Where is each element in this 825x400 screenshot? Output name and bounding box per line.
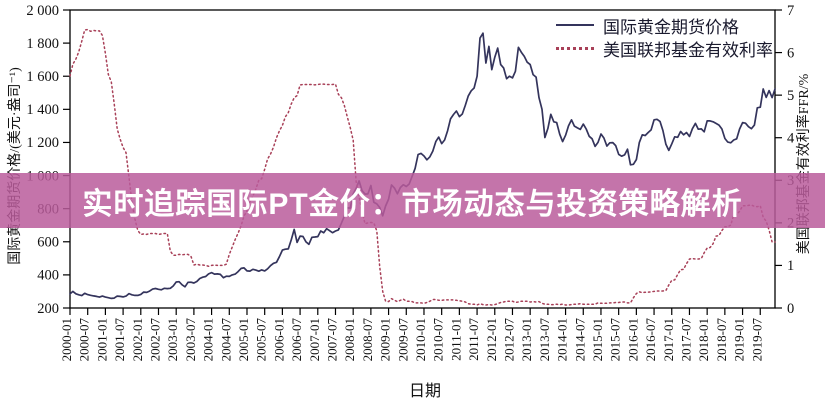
x-axis-tick-label: 2005-01	[236, 318, 251, 361]
y-right-tick-label: 4	[787, 131, 795, 147]
y-left-tick-label: 600	[37, 235, 59, 251]
x-axis-tick-label: 2014-01	[555, 318, 570, 361]
x-axis-tick-label: 2016-01	[625, 318, 640, 361]
x-axis-tick-label: 2006-01	[271, 318, 286, 361]
x-axis-tick-label: 2000-07	[77, 318, 92, 362]
x-axis-tick-label: 2007-07	[324, 318, 339, 362]
y-left-tick-label: 2 000	[26, 3, 59, 19]
x-axis-tick-label: 2017-01	[661, 318, 676, 361]
y-left-tick-label: 400	[37, 268, 59, 284]
legend-item-ffr: 美国联邦基金有效利率	[556, 37, 773, 60]
x-axis-tick-label: 2013-01	[519, 318, 534, 361]
y-right-tick-label: 1	[787, 258, 794, 274]
ffr-line-sample	[556, 46, 594, 50]
y-axis-left-title: 国际黄金期货价格/(美元·盎司⁻¹)	[8, 67, 23, 265]
x-axis-tick-label: 2009-07	[395, 318, 410, 362]
ffr-line	[69, 28, 776, 306]
x-axis-tick-label: 2011-01	[448, 318, 463, 361]
legend: 国际黄金期货价格 美国联邦基金有效利率	[556, 14, 773, 60]
x-axis-tick-label: 2001-01	[94, 318, 109, 361]
x-axis-tick-label: 2002-01	[130, 318, 145, 361]
x-axis-tick-label: 2016-07	[643, 318, 658, 362]
y-right-tick-label: 6	[787, 45, 794, 61]
x-axis-tick-label: 2004-07	[218, 318, 233, 362]
gold-price-line-sample	[556, 24, 594, 26]
x-axis-tick-label: 2010-01	[413, 318, 428, 361]
x-axis-tick-label: 2019-07	[749, 318, 764, 362]
legend-item-gold-price: 国际黄金期货价格	[556, 14, 773, 37]
x-axis-tick-label: 2012-01	[484, 318, 499, 361]
x-axis-tick-label: 2011-07	[466, 318, 481, 361]
x-axis-tick-label: 2004-01	[201, 318, 216, 361]
x-axis-tick-label: 2010-07	[431, 318, 446, 362]
y-left-tick-label: 200	[37, 301, 59, 317]
x-axis-tick-label: 2015-07	[608, 318, 623, 362]
x-axis-tick-label: 2005-07	[254, 318, 269, 362]
x-axis-tick-label: 2018-07	[714, 318, 729, 362]
y-right-tick-label: 7	[787, 3, 794, 19]
y-left-tick-label: 1 400	[26, 102, 59, 118]
x-axis-tick-label: 2012-07	[501, 318, 516, 362]
y-left-tick-label: 1 200	[26, 135, 59, 151]
gold-price-line	[69, 32, 776, 300]
x-axis-tick-label: 2006-07	[289, 318, 304, 362]
promo-banner: 实时追踪国际PT金价：市场动态与投资策略解析	[0, 173, 825, 228]
x-axis-tick-label: 2000-01	[59, 318, 74, 361]
y-left-tick-label: 1 800	[26, 36, 59, 52]
x-axis-tick-label: 2007-01	[307, 318, 322, 361]
x-axis-tick-label: 2013-07	[537, 318, 552, 362]
y-right-tick-label: 5	[787, 88, 794, 104]
y-left-tick-label: 1 600	[26, 69, 59, 85]
x-axis-tick-label: 2019-01	[732, 318, 747, 361]
promo-banner-text: 实时追踪国际PT金价：市场动态与投资策略解析	[82, 187, 743, 221]
x-axis-title: 日期	[408, 383, 442, 400]
x-axis-tick-label: 2008-01	[342, 318, 357, 361]
x-axis-tick-label: 2009-01	[378, 318, 393, 361]
x-axis-tick-label: 2018-01	[696, 318, 711, 361]
x-axis-tick-label: 2003-01	[165, 318, 180, 361]
x-axis-tick-label: 2003-07	[183, 318, 198, 362]
y-right-tick-label: 0	[787, 301, 794, 317]
x-axis-tick-label: 2015-01	[590, 318, 605, 361]
x-axis-tick-label: 2002-07	[147, 318, 162, 362]
x-axis-tick-label: 2001-07	[112, 318, 127, 362]
x-axis-tick-label: 2014-07	[572, 318, 587, 362]
x-axis-tick-label: 2008-07	[360, 318, 375, 362]
plot-frame	[69, 9, 776, 309]
legend-label-ffr: 美国联邦基金有效利率	[603, 40, 773, 60]
legend-label-gold-price: 国际黄金期货价格	[603, 17, 739, 37]
x-axis-tick-label: 2017-07	[678, 318, 693, 362]
